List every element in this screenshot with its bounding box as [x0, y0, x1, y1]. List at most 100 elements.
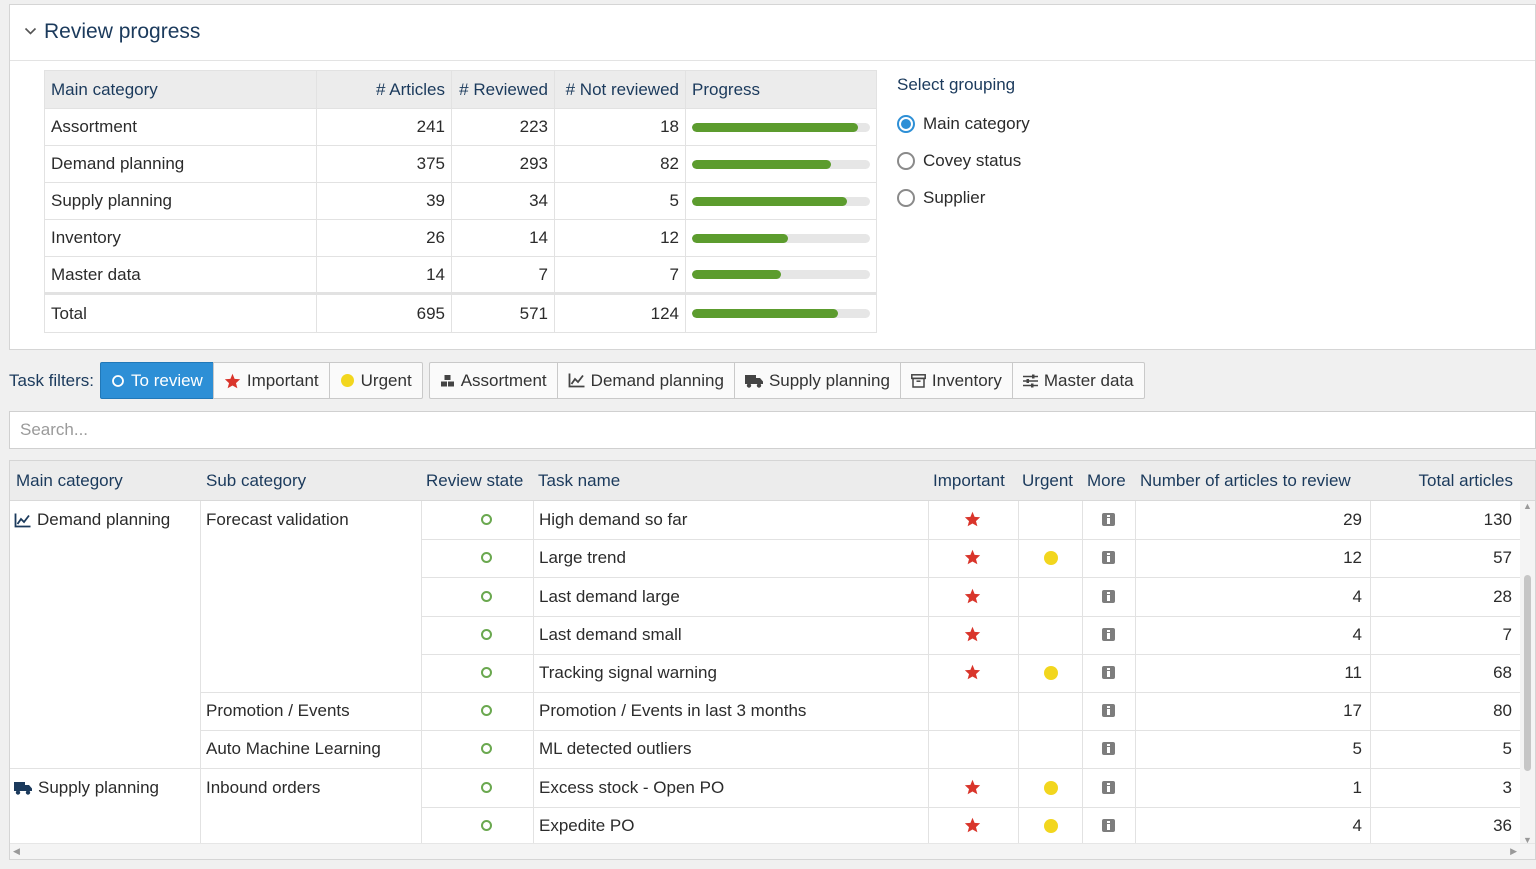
filter-to-review-button[interactable]: To review	[100, 362, 214, 399]
row-divider	[421, 730, 1520, 732]
horizontal-scrollbar[interactable]: ◀ ▶	[10, 843, 1535, 859]
task-name[interactable]: High demand so far	[539, 510, 688, 530]
col-review-state[interactable]: Review state	[426, 471, 524, 490]
info-icon[interactable]	[1102, 780, 1115, 794]
chevron-down-icon[interactable]	[24, 27, 37, 36]
progress-cell	[685, 219, 877, 257]
circle-outline-icon[interactable]	[481, 705, 492, 717]
task-name[interactable]: Last demand large	[539, 586, 680, 606]
task-name[interactable]: Expedite PO	[539, 815, 635, 835]
main-category-cell[interactable]: Demand planning	[14, 510, 170, 530]
circle-outline-icon[interactable]	[481, 552, 492, 564]
progress-fill	[692, 196, 847, 206]
task-name[interactable]: Last demand small	[539, 624, 682, 644]
grouping-option-label: Main category	[923, 113, 1030, 133]
sub-category-cell[interactable]: Forecast validation	[206, 510, 349, 530]
review-progress-panel: Review progress Main category # Articles…	[9, 4, 1536, 350]
scroll-right-icon[interactable]: ▶	[1510, 846, 1517, 856]
col-total-articles[interactable]: Total articles	[1418, 471, 1513, 490]
vertical-scrollbar[interactable]: ▲ ▼	[1520, 501, 1535, 845]
info-icon[interactable]	[1102, 742, 1115, 756]
col-main-category[interactable]: Main category	[44, 70, 317, 109]
status-filter-group: To review Important Urgent	[100, 362, 423, 399]
main-category-cell[interactable]: Supply planning	[14, 778, 159, 798]
col-important[interactable]: Important	[933, 471, 1005, 490]
sub-category-cell[interactable]: Auto Machine Learning	[206, 739, 381, 759]
info-icon[interactable]	[1102, 704, 1115, 718]
total-articles: 5	[1502, 739, 1512, 759]
scroll-up-icon[interactable]: ▲	[1523, 501, 1532, 511]
urgent-dot-icon	[1044, 818, 1058, 833]
task-name[interactable]: ML detected outliers	[539, 739, 692, 759]
progress-bar	[692, 196, 870, 206]
filter-supply-planning-button[interactable]: Supply planning	[733, 362, 901, 399]
filter-urgent-button[interactable]: Urgent	[328, 362, 423, 399]
column-divider	[1370, 501, 1371, 845]
circle-outline-icon[interactable]	[481, 514, 492, 526]
task-name[interactable]: Tracking signal warning	[539, 662, 717, 682]
summary-row: Inventory 26 14 12	[44, 219, 877, 257]
col-sub-category[interactable]: Sub category	[206, 471, 307, 490]
filter-demand-planning-button[interactable]: Demand planning	[556, 362, 735, 399]
vertical-scroll-thumb[interactable]	[1524, 575, 1531, 771]
scroll-left-icon[interactable]: ◀	[13, 846, 20, 856]
row-divider	[421, 806, 1520, 808]
search-input[interactable]	[9, 411, 1536, 449]
col-more[interactable]: More	[1087, 471, 1126, 490]
circle-outline-icon[interactable]	[481, 628, 492, 640]
info-icon[interactable]	[1102, 665, 1115, 679]
articles-cell: 695	[316, 292, 452, 333]
task-name[interactable]: Excess stock - Open PO	[539, 777, 725, 797]
circle-outline-icon[interactable]	[481, 666, 492, 678]
category-cell: Demand planning	[44, 145, 317, 183]
total-articles: 57	[1493, 548, 1512, 568]
info-icon[interactable]	[1102, 818, 1115, 832]
col-articles[interactable]: # Articles	[316, 70, 452, 109]
circle-outline-icon[interactable]	[481, 819, 492, 831]
panel-header[interactable]: Review progress	[10, 5, 1535, 61]
radio-button[interactable]	[897, 114, 915, 133]
category-filter-group: Assortment Demand planning Supply planning…	[428, 362, 1145, 399]
task-name[interactable]: Promotion / Events in last 3 months	[539, 701, 807, 721]
radio-button[interactable]	[897, 188, 915, 207]
cubes-icon	[440, 374, 455, 388]
articles-cell: 14	[316, 256, 452, 294]
info-icon[interactable]	[1102, 589, 1115, 603]
grouping-option[interactable]: Covey status	[897, 142, 1030, 179]
circle-outline-icon[interactable]	[481, 781, 492, 793]
circle-outline-icon[interactable]	[481, 590, 492, 602]
reviewed-cell: 293	[451, 145, 555, 183]
col-reviewed[interactable]: # Reviewed	[451, 70, 555, 109]
star-icon	[964, 588, 981, 608]
circle-outline-icon[interactable]	[481, 743, 492, 755]
grouping-option[interactable]: Supplier	[897, 179, 1030, 216]
reviewed-cell: 223	[451, 108, 555, 146]
filter-label: Inventory	[931, 370, 1002, 390]
info-icon[interactable]	[1102, 627, 1115, 641]
col-task-name[interactable]: Task name	[538, 471, 621, 490]
col-urgent[interactable]: Urgent	[1022, 471, 1074, 490]
truck-icon	[744, 374, 763, 388]
info-icon[interactable]	[1102, 551, 1115, 565]
info-icon[interactable]	[1102, 513, 1115, 527]
sub-category-cell[interactable]: Inbound orders	[206, 777, 321, 797]
summary-row: Assortment 241 223 18	[44, 108, 877, 146]
task-name[interactable]: Large trend	[539, 548, 626, 568]
scroll-down-icon[interactable]: ▼	[1523, 835, 1532, 845]
sub-category-cell[interactable]: Promotion / Events	[206, 701, 350, 721]
col-articles-to-review[interactable]: Number of articles to review	[1140, 471, 1351, 490]
filter-assortment-button[interactable]: Assortment	[428, 362, 558, 399]
filter-inventory-button[interactable]: Inventory	[899, 362, 1013, 399]
grouping-option[interactable]: Main category	[897, 105, 1030, 142]
filter-master-data-button[interactable]: Master data	[1011, 362, 1145, 399]
category-cell: Total	[44, 292, 317, 333]
articles-to-review: 12	[1343, 548, 1362, 568]
line-chart-icon	[14, 513, 31, 528]
progress-bar	[692, 270, 870, 279]
col-not-reviewed[interactable]: # Not reviewed	[554, 70, 686, 109]
col-main-category[interactable]: Main category	[16, 471, 123, 490]
star-icon	[964, 511, 981, 531]
radio-button[interactable]	[897, 151, 915, 170]
filter-important-button[interactable]: Important	[212, 362, 330, 399]
col-progress[interactable]: Progress	[685, 70, 877, 109]
